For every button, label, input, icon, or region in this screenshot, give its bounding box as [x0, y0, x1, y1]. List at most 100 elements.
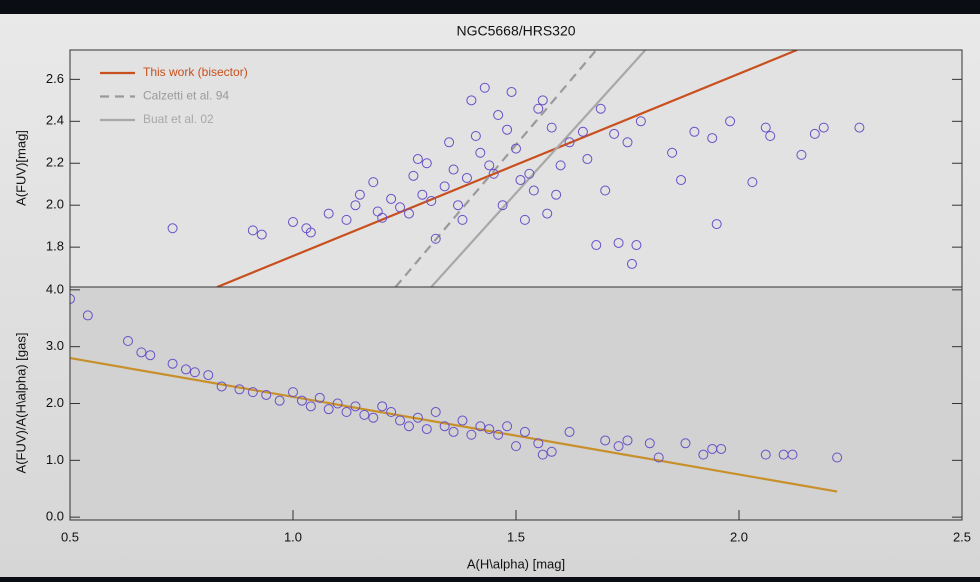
data-point — [189, 367, 200, 378]
data-point — [555, 160, 566, 171]
data-point — [466, 95, 477, 106]
data-point — [70, 293, 75, 304]
data-point — [519, 214, 530, 225]
data-point — [145, 350, 156, 361]
data-point — [515, 175, 526, 186]
data-point — [533, 103, 544, 114]
data-point — [546, 446, 557, 457]
data-point — [524, 168, 535, 179]
data-point — [234, 384, 245, 395]
data-point — [386, 407, 397, 418]
data-point — [256, 229, 267, 240]
fit-line — [216, 50, 798, 287]
data-point — [488, 168, 499, 179]
y-tick-label: 2.6 — [46, 71, 64, 86]
data-point — [796, 149, 807, 160]
data-point — [497, 200, 508, 211]
data-point — [631, 240, 642, 251]
data-point — [600, 435, 611, 446]
data-point — [354, 189, 365, 200]
fit-line — [70, 356, 838, 493]
y-tick-label: 1.8 — [46, 239, 64, 254]
data-point — [622, 435, 633, 446]
y-tick-label: 2.4 — [46, 113, 64, 128]
data-point — [403, 208, 414, 219]
data-point — [457, 214, 468, 225]
data-point — [537, 449, 548, 460]
fit-line — [394, 50, 598, 287]
y-axis-label: A(FUV)[mag] — [13, 130, 28, 206]
data-point — [461, 172, 472, 183]
x-tick-label: 1.5 — [507, 529, 525, 544]
plot-area — [167, 50, 865, 287]
data-point — [359, 409, 370, 420]
data-point — [479, 82, 490, 93]
y-axis-label: A(FUV)/A(H\alpha) [gas] — [13, 333, 28, 474]
data-point — [613, 441, 624, 452]
data-point — [595, 103, 606, 114]
data-point — [439, 181, 450, 192]
data-point — [350, 200, 361, 211]
data-point — [609, 128, 620, 139]
y-tick-label: 0.0 — [46, 509, 64, 524]
data-point — [368, 177, 379, 188]
panel-frame — [69, 286, 963, 521]
data-point — [323, 208, 334, 219]
x-axis-label: A(H\alpha) [mag] — [467, 556, 565, 571]
data-point — [818, 122, 829, 133]
data-point — [765, 130, 776, 141]
data-point — [564, 137, 575, 148]
top-panel — [70, 50, 962, 287]
data-point — [542, 208, 553, 219]
data-point — [613, 237, 624, 248]
data-point — [350, 401, 361, 412]
data-point — [626, 258, 637, 269]
data-point — [484, 160, 495, 171]
data-point — [439, 421, 450, 432]
data-point — [511, 441, 521, 452]
x-tick-label: 0.5 — [61, 529, 79, 544]
data-point — [564, 426, 575, 437]
bottom-panel — [70, 287, 962, 520]
x-tick-label: 2.5 — [953, 529, 971, 544]
plot-area — [70, 293, 843, 493]
data-point — [475, 147, 486, 158]
data-point — [386, 193, 397, 204]
data-point — [484, 424, 495, 435]
data-point — [122, 335, 133, 346]
data-point — [136, 347, 147, 358]
data-point — [470, 130, 481, 141]
data-point — [305, 401, 316, 412]
data-point — [448, 426, 459, 437]
data-point — [809, 128, 820, 139]
data-point — [453, 200, 464, 211]
data-point — [296, 395, 307, 406]
data-point — [247, 387, 258, 398]
chart-title: NGC5668/HRS320 — [456, 23, 575, 39]
data-point — [506, 86, 517, 97]
data-point — [395, 202, 406, 213]
data-point — [689, 126, 700, 137]
data-point — [167, 223, 178, 234]
data-point — [426, 196, 437, 207]
legend-label: Buat et al. 02 — [143, 112, 214, 126]
data-point — [854, 122, 865, 133]
data-point — [667, 147, 678, 158]
data-point — [716, 443, 727, 454]
data-point — [203, 370, 214, 381]
data-point — [430, 407, 441, 418]
data-point — [653, 452, 664, 463]
data-point — [577, 126, 588, 137]
data-point — [832, 452, 843, 463]
data-point — [546, 122, 557, 133]
data-point — [760, 449, 771, 460]
data-point — [417, 189, 428, 200]
x-tick-label: 1.0 — [284, 529, 302, 544]
data-point — [475, 421, 486, 432]
data-point — [247, 225, 258, 236]
data-point — [180, 364, 191, 375]
data-point — [537, 95, 548, 106]
data-point — [698, 449, 709, 460]
data-point — [332, 398, 343, 409]
